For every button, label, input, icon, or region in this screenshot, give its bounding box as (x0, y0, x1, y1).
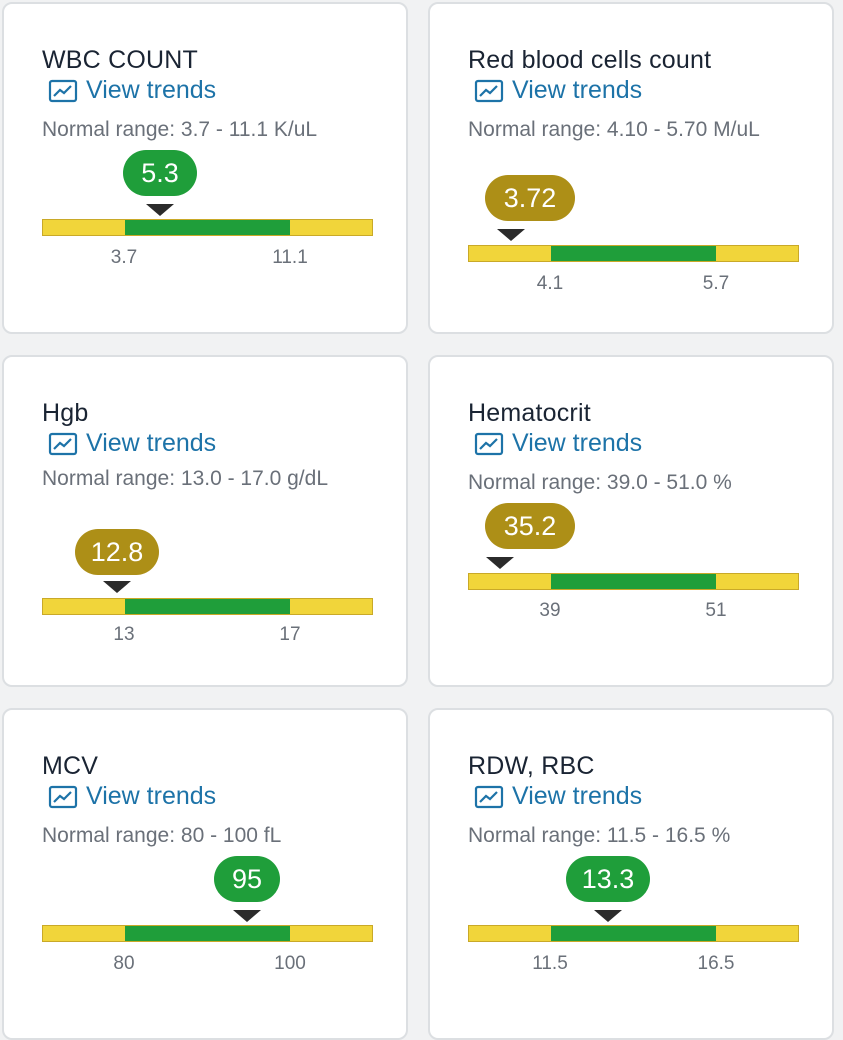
view-trends-link[interactable]: View trends (48, 429, 216, 458)
result-value-badge: 13.3 (566, 856, 650, 902)
lab-card-rdw-rbc: RDW, RBC View trends Normal range: 11.5 … (428, 708, 834, 1040)
range-bar-low-segment (469, 574, 551, 589)
value-marker (497, 229, 525, 241)
range-bar-high-segment (290, 599, 372, 614)
range-high-tick: 100 (274, 953, 306, 974)
view-trends-link[interactable]: View trends (48, 76, 216, 105)
card-title: Hematocrit (468, 399, 591, 427)
range-bar (42, 598, 373, 615)
range-low-tick: 80 (113, 953, 135, 974)
normal-range-text: Normal range: 80 - 100 fL (42, 824, 282, 847)
view-trends-label: View trends (512, 76, 643, 104)
view-trends-link[interactable]: View trends (474, 76, 642, 105)
trend-chart-icon (48, 79, 78, 102)
range-high-tick: 11.1 (272, 247, 308, 268)
normal-range-text: Normal range: 3.7 - 11.1 K/uL (42, 118, 318, 141)
range-bar-low-segment (469, 246, 551, 261)
range-bar (468, 245, 799, 262)
result-value-badge: 5.3 (123, 150, 197, 196)
card-title: RDW, RBC (468, 752, 595, 780)
range-bar-low-segment (43, 220, 125, 235)
view-trends-label: View trends (86, 429, 217, 457)
range-bar-high-segment (716, 926, 798, 941)
value-marker (103, 581, 131, 593)
card-title: Hgb (42, 399, 89, 427)
range-bar-high-segment (290, 220, 372, 235)
range-low-tick: 4.1 (536, 273, 564, 294)
range-bar-normal-segment (551, 926, 716, 941)
value-marker (233, 910, 261, 922)
trend-chart-icon (474, 785, 504, 808)
trend-chart-icon (48, 432, 78, 455)
range-high-tick: 51 (705, 600, 727, 621)
range-bar-low-segment (43, 599, 125, 614)
range-bar-normal-segment (551, 574, 716, 589)
result-value-badge: 35.2 (485, 503, 575, 549)
range-bar (42, 925, 373, 942)
view-trends-label: View trends (86, 76, 217, 104)
range-bar-high-segment (290, 926, 372, 941)
range-high-tick: 16.5 (697, 953, 735, 974)
range-low-tick: 3.7 (110, 247, 138, 268)
view-trends-link[interactable]: View trends (474, 782, 642, 811)
normal-range-text: Normal range: 11.5 - 16.5 % (468, 824, 731, 847)
card-title: Red blood cells count (468, 46, 712, 74)
range-bar-normal-segment (125, 926, 290, 941)
range-bar (468, 573, 799, 590)
range-low-tick: 11.5 (532, 953, 568, 974)
view-trends-label: View trends (86, 782, 217, 810)
value-marker (594, 910, 622, 922)
range-bar-low-segment (43, 926, 125, 941)
lab-card-mcv: MCV View trends Normal range: 80 - 100 f… (2, 708, 408, 1040)
result-value-badge: 3.72 (485, 175, 575, 221)
lab-card-red-blood-cells: Red blood cells count View trends Normal… (428, 2, 834, 334)
value-marker (146, 204, 174, 216)
lab-card-hgb: Hgb View trends Normal range: 13.0 - 17.… (2, 355, 408, 687)
view-trends-label: View trends (512, 782, 643, 810)
view-trends-link[interactable]: View trends (48, 782, 216, 811)
range-bar-low-segment (469, 926, 551, 941)
normal-range-text: Normal range: 4.10 - 5.70 M/uL (468, 118, 760, 141)
range-bar-normal-segment (125, 599, 290, 614)
range-bar-normal-segment (125, 220, 290, 235)
range-low-tick: 13 (113, 624, 135, 645)
card-title: WBC COUNT (42, 46, 198, 74)
range-bar-high-segment (716, 574, 798, 589)
card-title: MCV (42, 752, 99, 780)
range-low-tick: 39 (539, 600, 561, 621)
trend-chart-icon (474, 79, 504, 102)
normal-range-text: Normal range: 39.0 - 51.0 % (468, 471, 732, 494)
value-marker (486, 557, 514, 569)
view-trends-label: View trends (512, 429, 643, 457)
result-value-badge: 95 (214, 856, 280, 902)
normal-range-text: Normal range: 13.0 - 17.0 g/dL (42, 467, 329, 490)
result-value-badge: 12.8 (75, 529, 159, 575)
trend-chart-icon (48, 785, 78, 808)
range-high-tick: 5.7 (702, 273, 730, 294)
range-bar (468, 925, 799, 942)
view-trends-link[interactable]: View trends (474, 429, 642, 458)
lab-card-hematocrit: Hematocrit View trends Normal range: 39.… (428, 355, 834, 687)
range-bar (42, 219, 373, 236)
range-bar-high-segment (716, 246, 798, 261)
lab-card-wbc-count: WBC COUNT View trends Normal range: 3.7 … (2, 2, 408, 334)
range-bar-normal-segment (551, 246, 716, 261)
trend-chart-icon (474, 432, 504, 455)
range-high-tick: 17 (279, 624, 301, 645)
